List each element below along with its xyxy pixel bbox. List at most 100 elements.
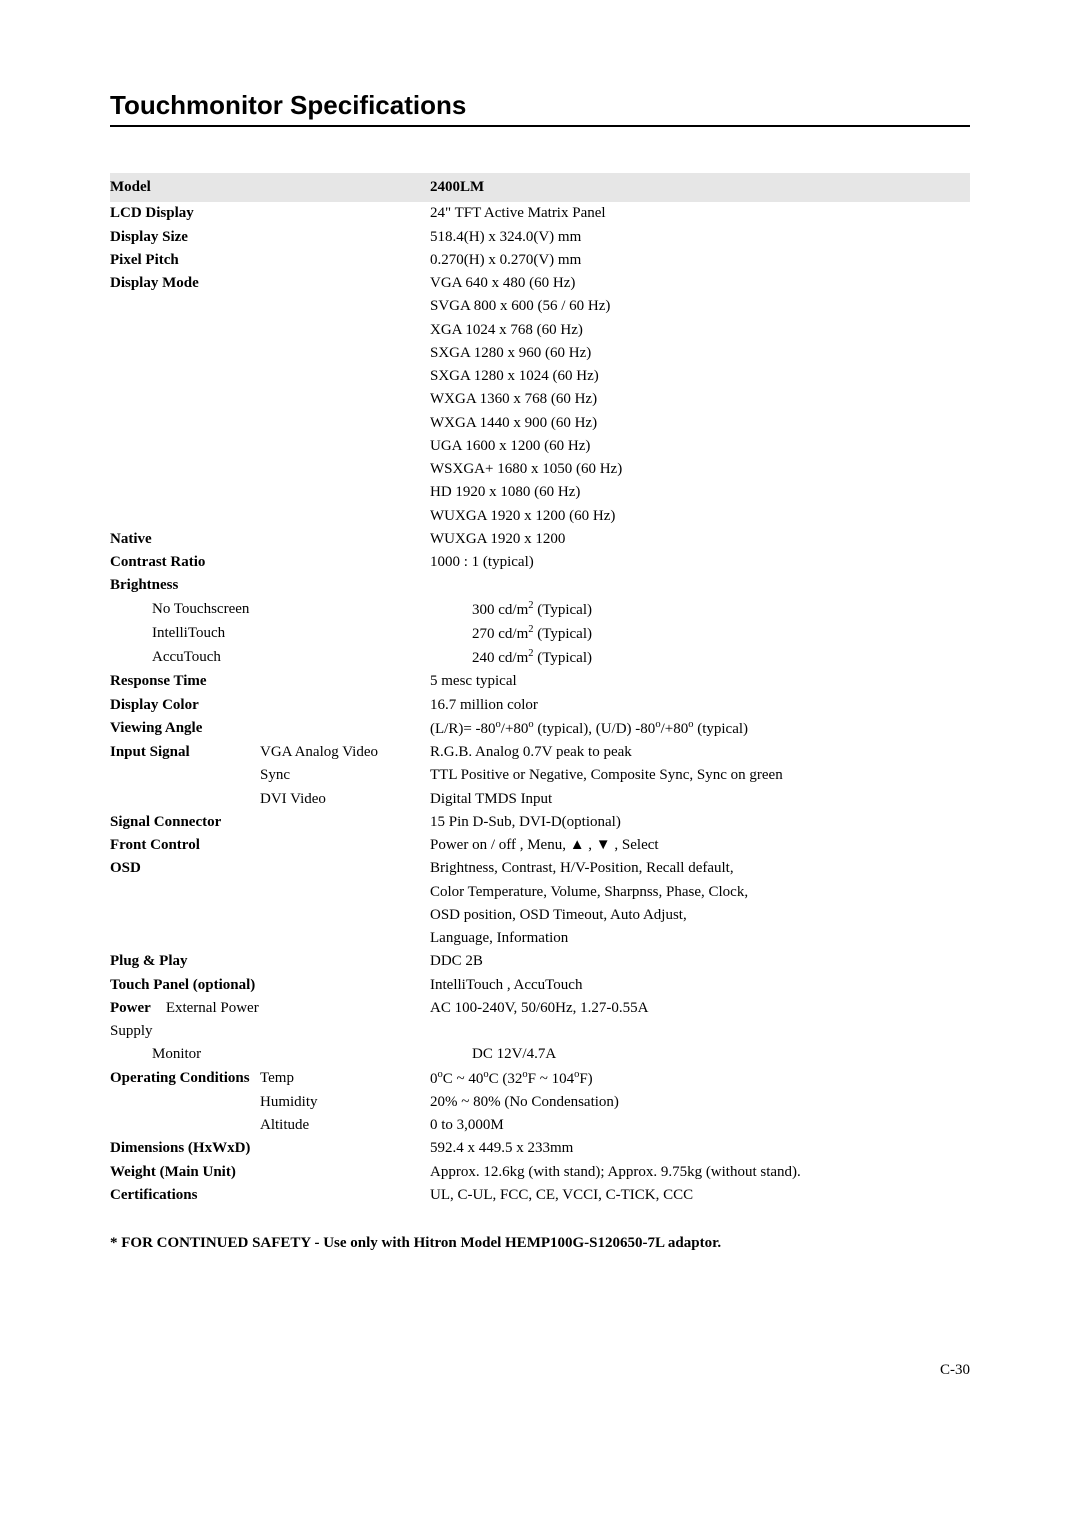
row-display-mode-5: WXGA 1360 x 768 (60 Hz) — [110, 388, 970, 411]
row-plug-play: Plug & Play DDC 2B — [110, 950, 970, 973]
label-viewing-angle: Viewing Angle — [110, 717, 260, 741]
label-weight: Weight (Main Unit) — [110, 1161, 260, 1184]
row-display-mode: Display Mode VGA 640 x 480 (60 Hz) — [110, 272, 970, 295]
label-temp: Temp — [260, 1067, 430, 1091]
row-response-time: Response Time 5 mesc typical — [110, 670, 970, 693]
label-contrast-ratio: Contrast Ratio — [110, 551, 260, 574]
value-display-mode-10: WUXGA 1920 x 1200 (60 Hz) — [430, 505, 970, 528]
label-humidity: Humidity — [260, 1091, 430, 1114]
value-viewing-angle: (L/R)= -80o/+80o (typical), (U/D) -80o/+… — [430, 717, 970, 741]
label-brightness: Brightness — [110, 574, 260, 597]
row-brightness-no-touch: No Touchscreen 300 cd/m2 (Typical) — [110, 598, 970, 622]
value-dimensions: 592.4 x 449.5 x 233mm — [430, 1137, 970, 1160]
value-osd-2: OSD position, OSD Timeout, Auto Adjust, — [430, 904, 970, 927]
row-dimensions: Dimensions (HxWxD) 592.4 x 449.5 x 233mm — [110, 1137, 970, 1160]
value-osd-1: Color Temperature, Volume, Sharpnss, Pha… — [430, 881, 970, 904]
value-power-ext: AC 100-240V, 50/60Hz, 1.27-0.55A — [430, 997, 970, 1044]
row-display-mode-9: HD 1920 x 1080 (60 Hz) — [110, 481, 970, 504]
row-touch-panel: Touch Panel (optional) IntelliTouch , Ac… — [110, 974, 970, 997]
label-altitude: Altitude — [260, 1114, 430, 1137]
page-number: C-30 — [110, 1362, 970, 1379]
row-display-mode-1: SVGA 800 x 600 (56 / 60 Hz) — [110, 295, 970, 318]
row-input-sync: Sync TTL Positive or Negative, Composite… — [110, 764, 970, 787]
row-brightness: Brightness — [110, 574, 970, 597]
label-plug-play: Plug & Play — [110, 950, 260, 973]
row-display-mode-10: WUXGA 1920 x 1200 (60 Hz) — [110, 505, 970, 528]
label-dvi-video: DVI Video — [260, 788, 430, 811]
row-op-temp: Operating Conditions Temp 0oC ~ 40oC (32… — [110, 1067, 970, 1091]
row-display-mode-7: UGA 1600 x 1200 (60 Hz) — [110, 435, 970, 458]
value-input-sync: TTL Positive or Negative, Composite Sync… — [430, 764, 970, 787]
value-input-dvi: Digital TMDS Input — [430, 788, 970, 811]
page-title: Touchmonitor Specifications — [110, 90, 970, 127]
label-certifications: Certifications — [110, 1184, 260, 1207]
row-brightness-intelli: IntelliTouch 270 cd/m2 (Typical) — [110, 622, 970, 646]
value-op-altitude: 0 to 3,000M — [430, 1114, 970, 1137]
value-front-control: Power on / off , Menu, ▲ , ▼ , Select — [430, 834, 970, 857]
footnote: * FOR CONTINUED SAFETY - Use only with H… — [110, 1235, 970, 1252]
value-op-humidity: 20% ~ 80% (No Condensation) — [430, 1091, 970, 1114]
value-input-vga: R.G.B. Analog 0.7V peak to peak — [430, 741, 970, 764]
label-response-time: Response Time — [110, 670, 260, 693]
value-display-size: 518.4(H) x 324.0(V) mm — [430, 226, 970, 249]
label-vga-analog: VGA Analog Video — [260, 741, 430, 764]
value-display-color: 16.7 million color — [430, 694, 970, 717]
label-accutouch: AccuTouch — [110, 646, 302, 670]
value-model: 2400LM — [430, 176, 970, 199]
row-lcd-display: LCD Display 24" TFT Active Matrix Panel — [110, 202, 970, 225]
row-contrast-ratio: Contrast Ratio 1000 : 1 (typical) — [110, 551, 970, 574]
row-display-mode-6: WXGA 1440 x 900 (60 Hz) — [110, 412, 970, 435]
value-display-mode-8: WSXGA+ 1680 x 1050 (60 Hz) — [430, 458, 970, 481]
row-display-size: Display Size 518.4(H) x 324.0(V) mm — [110, 226, 970, 249]
value-osd-0: Brightness, Contrast, H/V-Position, Reca… — [430, 857, 970, 880]
value-touch-panel: IntelliTouch , AccuTouch — [430, 974, 970, 997]
value-op-temp: 0oC ~ 40oC (32oF ~ 104oF) — [430, 1067, 970, 1091]
label-lcd-display: LCD Display — [110, 202, 260, 225]
value-brightness-intelli: 270 cd/m2 (Typical) — [472, 622, 970, 646]
value-certifications: UL, C-UL, FCC, CE, VCCI, C-TICK, CCC — [430, 1184, 970, 1207]
value-contrast-ratio: 1000 : 1 (typical) — [430, 551, 970, 574]
value-display-mode-9: HD 1920 x 1080 (60 Hz) — [430, 481, 970, 504]
label-no-touchscreen: No Touchscreen — [110, 598, 302, 622]
label-monitor: Monitor — [110, 1043, 302, 1066]
label-native: Native — [110, 528, 260, 551]
row-weight: Weight (Main Unit) Approx. 12.6kg (with … — [110, 1161, 970, 1184]
value-display-mode-2: XGA 1024 x 768 (60 Hz) — [430, 319, 970, 342]
label-display-mode: Display Mode — [110, 272, 260, 295]
row-signal-connector: Signal Connector 15 Pin D-Sub, DVI-D(opt… — [110, 811, 970, 834]
row-display-mode-8: WSXGA+ 1680 x 1050 (60 Hz) — [110, 458, 970, 481]
value-osd-3: Language, Information — [430, 927, 970, 950]
row-display-mode-2: XGA 1024 x 768 (60 Hz) — [110, 319, 970, 342]
label-front-control: Front Control — [110, 834, 260, 857]
row-osd: OSD Brightness, Contrast, H/V-Position, … — [110, 857, 970, 880]
row-display-color: Display Color 16.7 million color — [110, 694, 970, 717]
row-brightness-accu: AccuTouch 240 cd/m2 (Typical) — [110, 646, 970, 670]
row-display-mode-3: SXGA 1280 x 960 (60 Hz) — [110, 342, 970, 365]
label-sync: Sync — [260, 764, 430, 787]
label-intellitouch: IntelliTouch — [110, 622, 302, 646]
row-pixel-pitch: Pixel Pitch 0.270(H) x 0.270(V) mm — [110, 249, 970, 272]
row-certifications: Certifications UL, C-UL, FCC, CE, VCCI, … — [110, 1184, 970, 1207]
label-osd: OSD — [110, 857, 260, 880]
label-operating-conditions: Operating Conditions — [110, 1067, 260, 1091]
value-display-mode-7: UGA 1600 x 1200 (60 Hz) — [430, 435, 970, 458]
row-op-altitude: Altitude 0 to 3,000M — [110, 1114, 970, 1137]
row-input-dvi: DVI Video Digital TMDS Input — [110, 788, 970, 811]
value-lcd-display: 24" TFT Active Matrix Panel — [430, 202, 970, 225]
row-osd-2: OSD position, OSD Timeout, Auto Adjust, — [110, 904, 970, 927]
value-brightness-no-touch: 300 cd/m2 (Typical) — [472, 598, 970, 622]
label-signal-connector: Signal Connector — [110, 811, 260, 834]
value-brightness-accu: 240 cd/m2 (Typical) — [472, 646, 970, 670]
row-power-monitor: Monitor DC 12V/4.7A — [110, 1043, 970, 1066]
label-model: Model — [110, 176, 260, 199]
value-pixel-pitch: 0.270(H) x 0.270(V) mm — [430, 249, 970, 272]
value-power-monitor: DC 12V/4.7A — [472, 1043, 970, 1066]
value-display-mode-3: SXGA 1280 x 960 (60 Hz) — [430, 342, 970, 365]
row-native: Native WUXGA 1920 x 1200 — [110, 528, 970, 551]
value-signal-connector: 15 Pin D-Sub, DVI-D(optional) — [430, 811, 970, 834]
row-osd-3: Language, Information — [110, 927, 970, 950]
value-display-mode-0: VGA 640 x 480 (60 Hz) — [430, 272, 970, 295]
value-display-mode-6: WXGA 1440 x 900 (60 Hz) — [430, 412, 970, 435]
label-display-color: Display Color — [110, 694, 260, 717]
row-front-control: Front Control Power on / off , Menu, ▲ ,… — [110, 834, 970, 857]
